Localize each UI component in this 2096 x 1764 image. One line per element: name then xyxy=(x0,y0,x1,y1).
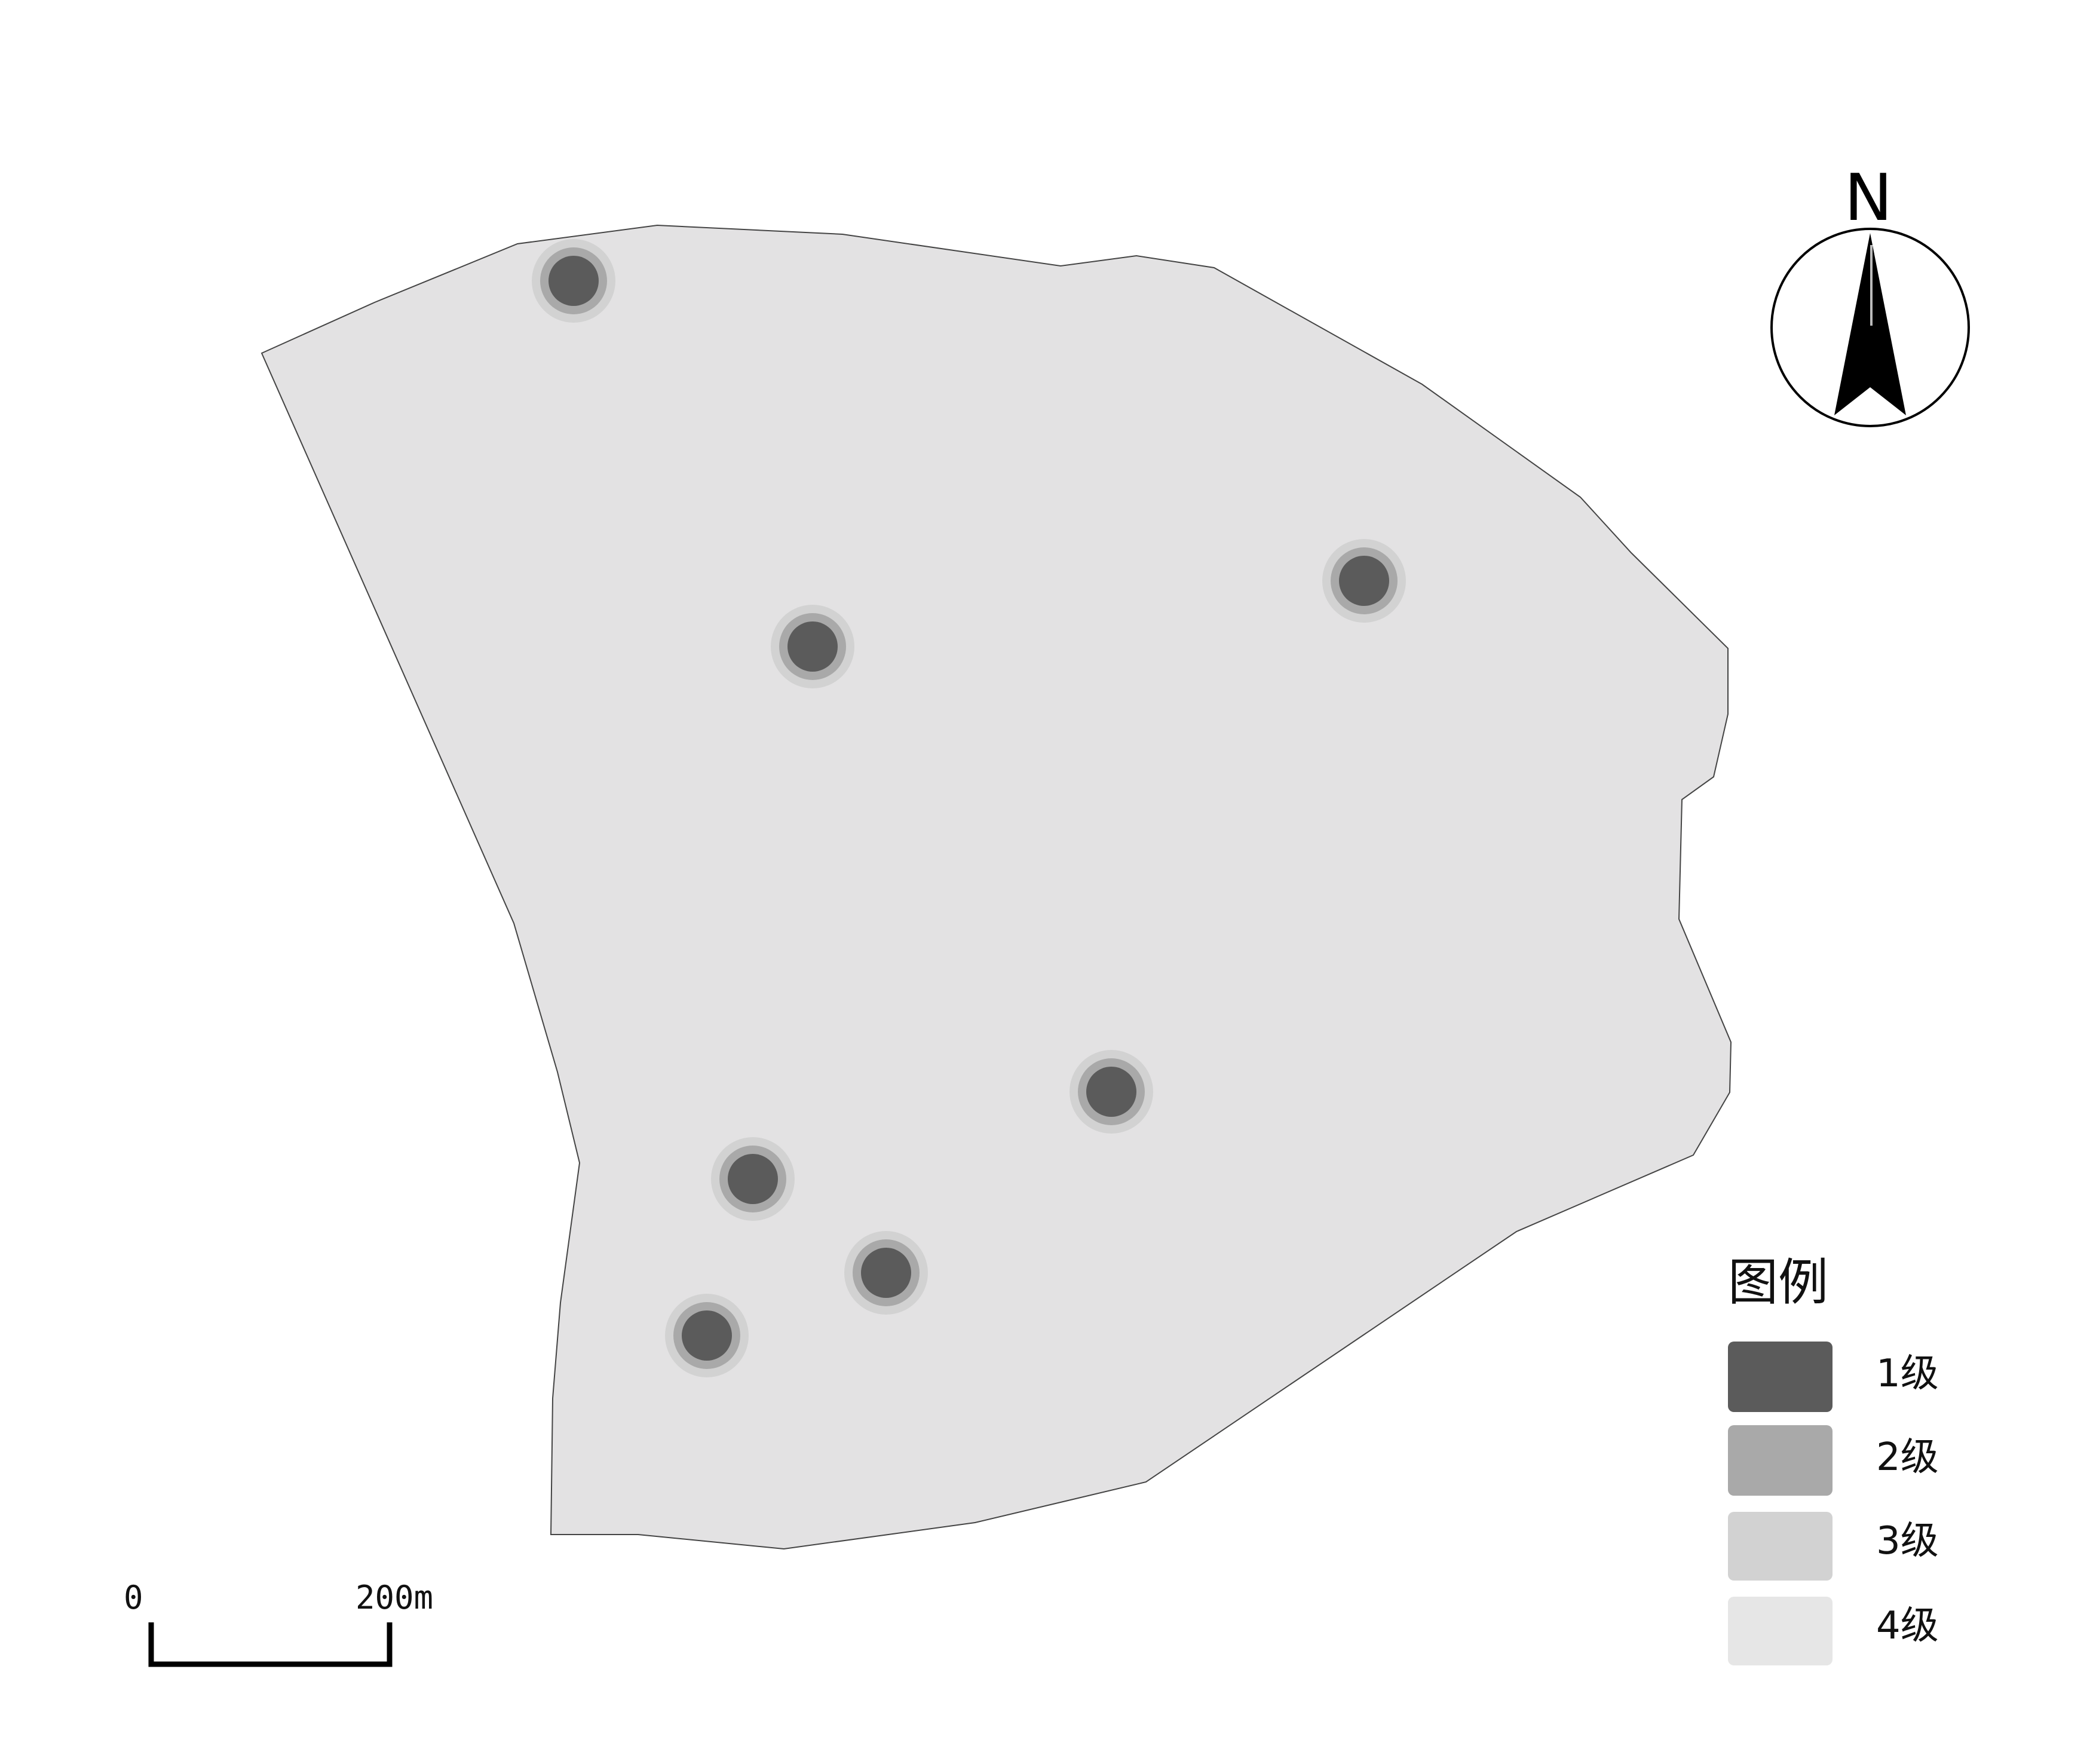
scale-bar-line xyxy=(148,1622,393,1667)
hotspot-7 xyxy=(665,1294,749,1377)
study-area-boundary xyxy=(261,224,1732,1550)
hotspot-core-level-1 xyxy=(1339,556,1389,606)
hotspot-2 xyxy=(771,605,854,688)
legend-swatch-level-2 xyxy=(1728,1425,1833,1496)
scale-end-label: 200m xyxy=(356,1579,433,1616)
hotspot-core-level-1 xyxy=(787,621,838,672)
legend-label-level-4: 4级 xyxy=(1876,1604,1939,1648)
legend-swatch-level-4 xyxy=(1728,1597,1833,1665)
hotspot-core-level-1 xyxy=(728,1154,778,1204)
hotspot-6 xyxy=(844,1231,928,1315)
hotspot-5 xyxy=(711,1137,795,1221)
hotspot-core-level-1 xyxy=(1086,1067,1136,1117)
legend-label-level-1: 1级 xyxy=(1876,1352,1939,1396)
hotspot-3 xyxy=(1322,539,1406,623)
legend-title: 图例 xyxy=(1728,1253,1828,1312)
legend-label-level-3: 3级 xyxy=(1876,1519,1939,1563)
legend-swatch-level-1 xyxy=(1728,1342,1833,1412)
legend-swatch-level-3 xyxy=(1728,1512,1833,1581)
north-arrow-icon: N xyxy=(1770,161,1970,427)
hotspot-core-level-1 xyxy=(861,1248,911,1298)
legend: 图例 1级 2级 3级 4级 xyxy=(1728,1253,1939,1665)
hotspot-4 xyxy=(1070,1050,1153,1134)
scale-start-label: 0 xyxy=(124,1579,143,1616)
hotspot-core-level-1 xyxy=(682,1310,732,1361)
hotspot-1 xyxy=(532,239,615,323)
scale-bar: 0 200m xyxy=(124,1579,433,1667)
legend-label-level-2: 2级 xyxy=(1876,1435,1939,1480)
hotspot-core-level-1 xyxy=(548,256,599,306)
north-label: N xyxy=(1844,161,1893,235)
